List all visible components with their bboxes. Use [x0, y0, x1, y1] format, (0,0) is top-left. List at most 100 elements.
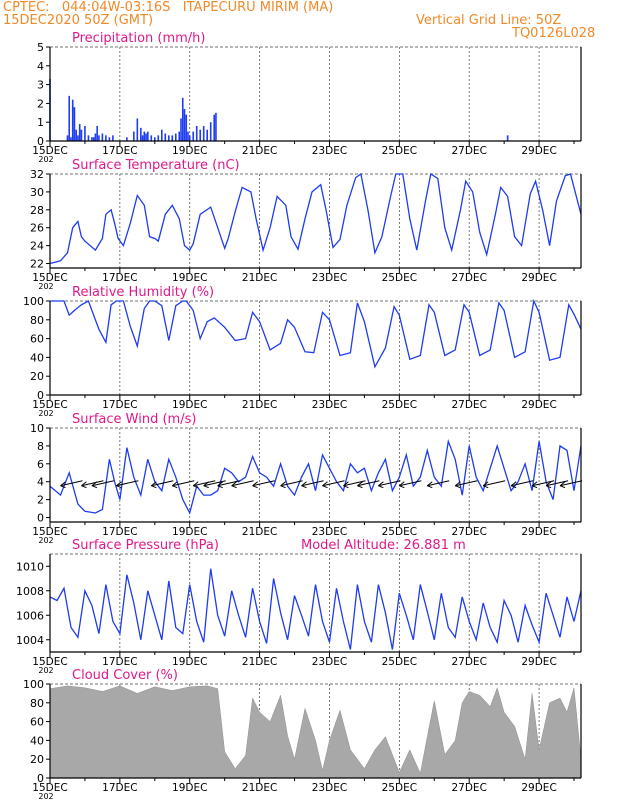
x-tick-label: 27DEC — [451, 656, 486, 668]
wind-vector — [511, 480, 534, 487]
x-tick-label: 25DEC — [382, 272, 417, 284]
wind-vector — [252, 480, 275, 487]
precip-bar — [108, 137, 111, 141]
precip-bar — [183, 109, 186, 141]
precip-bar — [174, 133, 177, 141]
wind-vector-head — [231, 481, 237, 489]
cloud-title: Cloud Cover (%) — [72, 668, 178, 683]
x-tick-label: 19DEC — [172, 399, 207, 411]
wind-vector-head — [454, 481, 461, 489]
precip-bar — [87, 135, 90, 141]
product-code: TQ0126L028 — [512, 26, 596, 41]
y-tick-label: 1008 — [16, 585, 44, 598]
precip-bar — [171, 135, 174, 141]
x-tick-label: 25DEC — [382, 399, 417, 411]
precip-bar — [164, 133, 167, 141]
x-year-label: 202 — [38, 282, 53, 291]
temp-title: Surface Temperature (nC) — [72, 158, 240, 173]
y-tick-label: 0 — [37, 512, 44, 525]
wind-vector-head — [217, 481, 223, 489]
precip-bar — [209, 122, 212, 141]
rh-series-line — [50, 298, 582, 369]
y-tick-label: 24 — [30, 240, 44, 253]
pres-title: Surface Pressure (hPa) — [72, 538, 219, 553]
y-tick-label: 100 — [23, 295, 44, 308]
wind-vector — [483, 480, 506, 487]
precip-bar — [199, 129, 202, 141]
precip-bar — [213, 114, 215, 141]
wind-vector — [301, 480, 324, 487]
wind-vector — [151, 480, 174, 487]
precip-bar — [92, 137, 95, 141]
precip-bar — [133, 131, 135, 141]
x-tick-label: 25DEC — [382, 526, 417, 538]
wind-title: Surface Wind (m/s) — [72, 412, 196, 427]
y-tick-label: 20 — [30, 370, 44, 383]
wind-vector-head — [81, 481, 87, 489]
x-tick-label: 23DEC — [312, 399, 347, 411]
x-year-label: 202 — [38, 155, 53, 164]
precip-bar — [160, 129, 163, 141]
y-tick-label: 0 — [37, 772, 44, 785]
wind-vector-head — [357, 481, 363, 489]
precip-bar — [140, 127, 142, 141]
precip-bar — [68, 95, 71, 141]
y-tick-label: 10 — [30, 422, 44, 435]
x-tick-label: 25DEC — [382, 782, 417, 794]
x-tick-label: 19DEC — [172, 656, 207, 668]
rh-title: Relative Humidity (%) — [72, 285, 214, 300]
wind-vector — [322, 480, 345, 487]
x-tick-label: 29DEC — [521, 145, 556, 157]
x-year-label: 202 — [38, 536, 53, 545]
y-tick-label: 80 — [30, 314, 44, 327]
wind-vector — [343, 480, 366, 487]
wind-vector-head — [545, 481, 552, 489]
precip-title: Precipitation (mm/h) — [72, 31, 205, 46]
x-tick-label: 19DEC — [172, 272, 207, 284]
precip-bar — [185, 114, 188, 141]
y-tick-label: 100 — [23, 678, 44, 691]
x-tick-label: 17DEC — [102, 399, 137, 411]
x-tick-label: 21DEC — [242, 526, 277, 538]
y-tick-label: 2 — [37, 494, 44, 507]
x-tick-label: 27DEC — [451, 399, 486, 411]
y-tick-label: 1004 — [16, 634, 44, 647]
x-tick-label: 17DEC — [102, 782, 137, 794]
y-tick-label: 20 — [30, 753, 44, 766]
precip-bar — [145, 133, 147, 141]
y-tick-label: 40 — [30, 734, 44, 747]
wind-vector — [427, 480, 450, 487]
x-tick-label: 21DEC — [242, 782, 277, 794]
wind-vector-head — [192, 481, 199, 489]
precip-bar — [154, 137, 156, 141]
temp-series-line — [49, 172, 582, 265]
x-tick-label: 29DEC — [521, 656, 556, 668]
precip-bar — [66, 135, 69, 141]
wind-vector-head — [252, 481, 258, 489]
x-tick-label: 19DEC — [172, 782, 207, 794]
x-tick-label: 19DEC — [172, 526, 207, 538]
x-tick-label: 29DEC — [521, 782, 556, 794]
wind-vector-head — [399, 481, 405, 489]
wind-vector-head — [150, 481, 157, 489]
wind-vector — [60, 480, 83, 487]
precip-bar — [71, 99, 74, 141]
wind-vector — [91, 480, 115, 487]
y-tick-label: 1010 — [16, 560, 44, 573]
wind-vector-head — [116, 481, 122, 489]
wind-vector — [545, 480, 569, 487]
wind-vector-head — [426, 481, 433, 489]
x-tick-label: 23DEC — [312, 782, 347, 794]
precip-bar — [215, 112, 217, 141]
wind-vector-head — [378, 481, 384, 489]
wind-vector — [357, 480, 380, 487]
precip-bar — [101, 133, 104, 141]
y-tick-label: 40 — [30, 351, 44, 364]
wind-vector-head — [203, 481, 210, 489]
precip-bar — [73, 107, 76, 141]
wind-vector — [378, 480, 401, 487]
wind-vector — [280, 480, 303, 487]
precip-bar — [157, 135, 160, 141]
precip-bar — [506, 135, 509, 141]
wind-vector-head — [280, 481, 286, 489]
